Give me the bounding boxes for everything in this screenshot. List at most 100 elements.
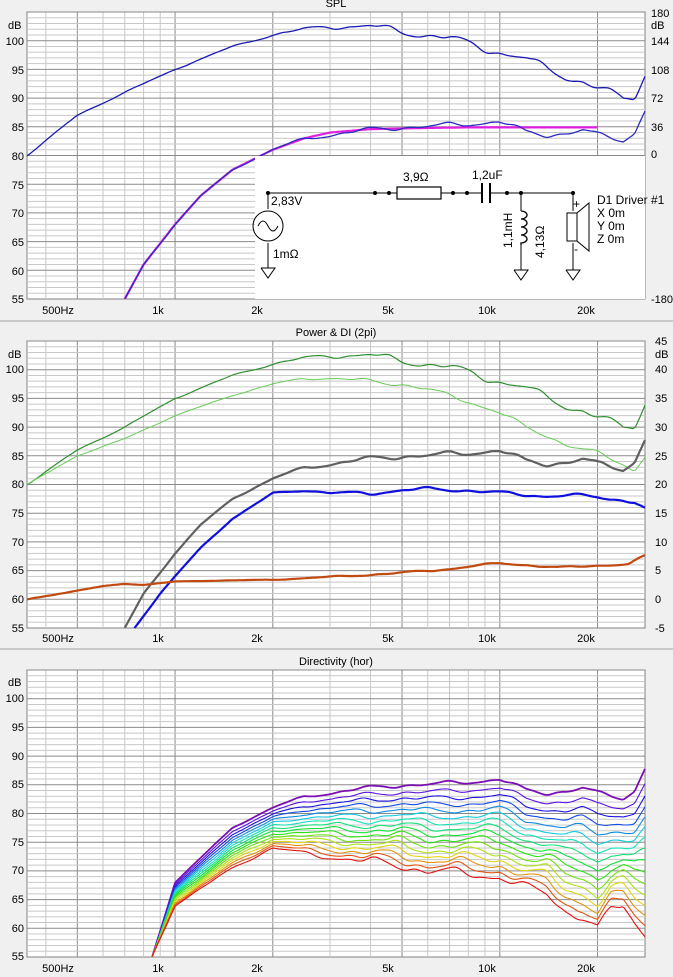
directivity-left-ticks: 100 95 90 85 80 75 70 65 60 55 <box>6 693 24 963</box>
directivity-angle-line <box>151 845 646 957</box>
spl-title: SPL <box>326 0 347 10</box>
directivity-angle-line <box>151 826 646 957</box>
junction-dot <box>266 191 575 195</box>
spl-x-tick: 5k <box>382 305 394 317</box>
spl-left-tick: 75 <box>12 180 24 192</box>
ground-symbol <box>260 267 581 281</box>
spl-series-filtered-line <box>124 110 646 300</box>
power-left-tick: 100 <box>6 364 24 376</box>
power-series-on_axis-line <box>26 353 646 486</box>
directivity-x-tick: 10k <box>478 963 496 975</box>
power-x-tick: 10k <box>478 633 496 645</box>
power-right-tick: -5 <box>655 623 665 635</box>
directivity-angle-line <box>151 840 646 958</box>
spl-left-tick: 95 <box>12 65 24 77</box>
spl-left-ticks: 100 95 90 85 80 75 70 65 60 55 <box>6 36 24 306</box>
directivity-left-tick: 85 <box>12 779 24 791</box>
power-right-tick: 40 <box>655 364 667 376</box>
power-left-tick: 80 <box>12 479 24 491</box>
power-right-tick: 30 <box>655 422 667 434</box>
power-x-ticks: 500Hz 1k 2k 5k 10k 20k <box>42 633 595 645</box>
directivity-series <box>151 768 646 958</box>
power-left-tick: 65 <box>12 565 24 577</box>
power-left-tick: 60 <box>12 594 24 606</box>
directivity-left-unit: dB <box>8 677 21 689</box>
power-x-tick: 2k <box>251 633 263 645</box>
spl-right-tick: 180 <box>651 8 669 20</box>
power-right-tick: 25 <box>655 451 667 463</box>
spl-x-tick: 500Hz <box>42 305 74 317</box>
power-right-tick: 45 <box>655 336 667 348</box>
power-right-tick: 0 <box>655 594 661 606</box>
power-left-unit: dB <box>8 349 21 361</box>
power-left-tick: 90 <box>12 422 24 434</box>
directivity-angle-line <box>151 799 646 958</box>
directivity-angle-line <box>151 794 646 958</box>
power-right-tick: 20 <box>655 479 667 491</box>
directivity-left-tick: 70 <box>12 865 24 877</box>
spl-left-tick: 60 <box>12 266 24 278</box>
directivity-angle-line <box>151 811 646 958</box>
driver-name-label: D1 Driver #1 <box>597 193 665 207</box>
directivity-panel: Directivity (hor) dB 100 95 90 85 80 75 … <box>0 648 673 975</box>
power-series <box>26 353 646 629</box>
spl-left-tick: 55 <box>12 294 24 306</box>
power-left-tick: 95 <box>12 393 24 405</box>
spl-left-tick: 85 <box>12 122 24 134</box>
directivity-angle-line <box>151 837 646 958</box>
directivity-x-tick: 2k <box>251 963 263 975</box>
directivity-angle-line <box>151 768 646 958</box>
power-x-tick: 500Hz <box>42 633 74 645</box>
inductor-symbol <box>520 210 528 245</box>
spl-left-unit: dB <box>8 20 21 32</box>
power-right-tick: 5 <box>655 565 661 577</box>
directivity-left-tick: 65 <box>12 894 24 906</box>
panel-separator <box>0 320 673 322</box>
spl-right-tick: 144 <box>651 36 669 48</box>
spl-right-tick: 72 <box>651 93 663 105</box>
capacitor-label: 1,2uF <box>472 168 503 182</box>
spl-panel: SPL dB dB 100 95 90 85 80 75 70 65 60 55… <box>6 0 673 317</box>
spl-left-tick: 65 <box>12 237 24 249</box>
spl-right-tick: 108 <box>651 65 669 77</box>
driver-plus-label: + <box>573 197 580 211</box>
spl-right-ticks: 180 144 108 72 36 0 -180 <box>651 8 673 306</box>
power-x-tick: 20k <box>577 633 595 645</box>
directivity-angle-line <box>151 830 646 957</box>
directivity-x-tick: 5k <box>382 963 394 975</box>
power-series-di-line <box>26 554 646 601</box>
spl-series <box>26 24 646 300</box>
power-series-response-line <box>123 439 646 629</box>
directivity-left-tick: 60 <box>12 923 24 935</box>
spl-x-tick: 1k <box>152 305 164 317</box>
power-left-tick: 55 <box>12 623 24 635</box>
directivity-x-tick: 500Hz <box>42 963 74 975</box>
directivity-left-tick: 75 <box>12 837 24 849</box>
spl-left-tick: 80 <box>12 151 24 163</box>
power-left-ticks: 100 95 90 85 80 75 70 65 60 55 <box>6 364 24 635</box>
source-resistance-label: 1mΩ <box>273 247 299 261</box>
spl-x-ticks: 500Hz 1k 2k 5k 10k 20k <box>42 305 595 317</box>
power-title: Power & DI (2pi) <box>296 327 377 339</box>
directivity-title: Directivity (hor) <box>299 656 373 668</box>
driver-x-label: X 0m <box>597 206 625 220</box>
driver-y-label: Y 0m <box>597 219 625 233</box>
power-series-listening_window-line <box>26 377 646 485</box>
crossover-schematic: 2,83V 1mΩ 3,9Ω 1,2uF 1,1mH 4,13Ω + - D1 … <box>252 156 665 299</box>
spl-right-tick: -180 <box>651 294 673 306</box>
directivity-angle-line <box>151 821 646 958</box>
directivity-angle-line <box>151 817 646 958</box>
source-voltage-label: 2,83V <box>271 194 302 208</box>
power-right-ticks: 45 40 35 30 25 20 15 10 5 0 -5 <box>655 336 667 635</box>
directivity-left-tick: 80 <box>12 808 24 820</box>
directivity-x-tick: 20k <box>577 963 595 975</box>
directivity-left-tick: 95 <box>12 722 24 734</box>
voltage-source-symbol <box>252 210 284 242</box>
spl-series-raw-line <box>26 24 646 157</box>
directivity-left-tick: 100 <box>6 693 24 705</box>
capacitor-symbol <box>481 183 491 203</box>
spl-left-tick: 100 <box>6 36 24 48</box>
power-right-tick: 10 <box>655 537 667 549</box>
power-left-tick: 70 <box>12 537 24 549</box>
